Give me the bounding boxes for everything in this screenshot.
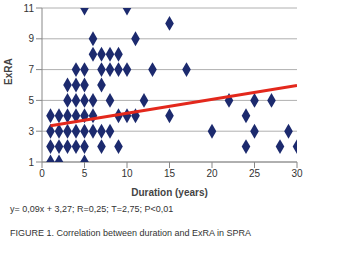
svg-text:Duration (years): Duration (years): [131, 187, 208, 198]
svg-text:7: 7: [28, 64, 34, 75]
svg-text:10: 10: [121, 168, 133, 179]
svg-text:25: 25: [249, 168, 261, 179]
svg-text:20: 20: [206, 168, 218, 179]
svg-text:11: 11: [24, 3, 35, 14]
svg-text:15: 15: [164, 168, 176, 179]
html-text:FIGURE 1. Correlation between: FIGURE 1. Correlation between duration a…: [10, 228, 252, 238]
html-text:y= 0,09x + 3,27; R=0,25; T=2,7: y= 0,09x + 3,27; R=0,25; T=2,75; P<0,01: [10, 204, 174, 214]
svg-text:0: 0: [39, 168, 45, 179]
svg-text:ExRA: ExRA: [8, 58, 14, 85]
svg-text:9: 9: [28, 33, 34, 44]
svg-text:1: 1: [28, 157, 34, 168]
svg-text:5: 5: [82, 168, 88, 179]
svg-text:5: 5: [28, 95, 34, 106]
svg-text:30: 30: [291, 168, 303, 179]
svg-text:3: 3: [28, 126, 34, 137]
